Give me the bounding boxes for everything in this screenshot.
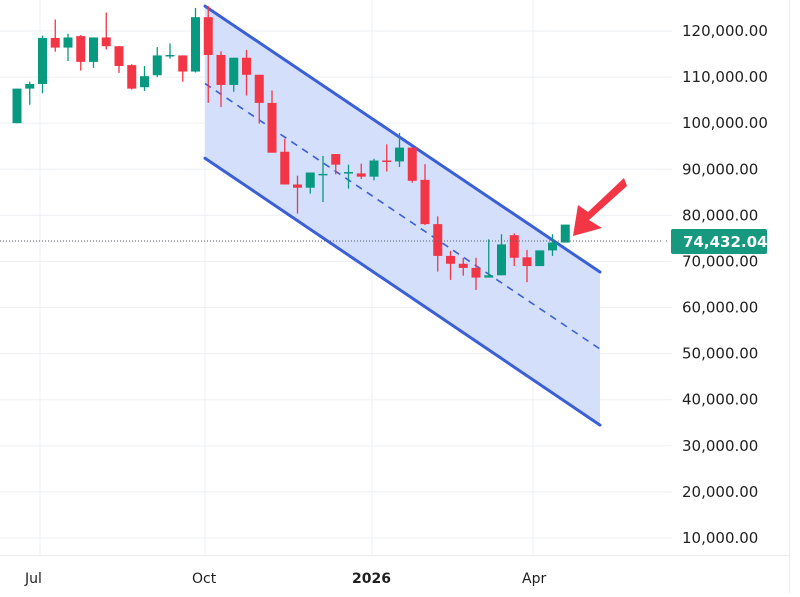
candle xyxy=(12,88,22,124)
price-axis-label: 110,000.00 xyxy=(682,68,768,86)
price-axis-label: 50,000.00 xyxy=(682,345,758,363)
candle xyxy=(242,49,251,96)
candle xyxy=(203,6,213,103)
time-axis[interactable]: Jul Oct 2026 Apr xyxy=(24,571,546,587)
candle xyxy=(25,81,35,105)
candle xyxy=(191,7,200,73)
candle xyxy=(356,163,366,179)
candle xyxy=(254,74,264,124)
candle xyxy=(458,257,468,276)
candle xyxy=(229,57,239,92)
candle xyxy=(560,224,570,243)
candle xyxy=(484,239,494,278)
current-price-label: 74,432.04 xyxy=(683,233,767,251)
price-axis-label: 10,000.00 xyxy=(682,529,758,547)
candle xyxy=(509,233,519,267)
candles xyxy=(12,6,570,291)
candle xyxy=(216,51,226,108)
candle xyxy=(369,158,379,181)
red-arrow-icon xyxy=(573,178,627,236)
candle xyxy=(63,33,73,61)
price-axis-label: 90,000.00 xyxy=(682,160,758,178)
candle xyxy=(305,172,315,194)
price-axis-label: 80,000.00 xyxy=(682,206,758,224)
candle xyxy=(382,144,392,172)
candle xyxy=(522,249,532,283)
channel-upper-line[interactable] xyxy=(203,4,602,274)
time-axis-label: Apr xyxy=(522,571,546,587)
candle xyxy=(318,155,328,202)
candle xyxy=(293,175,302,214)
candle xyxy=(152,47,162,78)
time-axis-border xyxy=(0,555,789,556)
time-axis-label: Oct xyxy=(192,571,217,587)
time-axis-label: 2026 xyxy=(352,571,391,587)
candle xyxy=(140,66,149,91)
current-price-tag[interactable]: 74,432.04 xyxy=(671,229,767,255)
price-axis-label: 40,000.00 xyxy=(682,391,758,409)
candle xyxy=(446,250,455,280)
candle xyxy=(165,43,175,59)
candle xyxy=(76,35,86,71)
price-axis-label: 30,000.00 xyxy=(682,437,758,455)
right-edge-border xyxy=(789,0,790,593)
price-axis[interactable]: 120,000.00 110,000.00 100,000.00 90,000.00 8… xyxy=(663,22,768,547)
arrow-annotation-icon xyxy=(573,178,627,236)
candle xyxy=(471,257,481,291)
price-axis-label: 60,000.00 xyxy=(682,299,758,317)
candle xyxy=(280,138,290,185)
candle xyxy=(127,64,137,90)
price-axis-label: 120,000.00 xyxy=(682,22,768,40)
descending-channel[interactable] xyxy=(203,4,602,427)
candle xyxy=(344,164,353,189)
time-axis-label: Jul xyxy=(24,571,42,587)
candle xyxy=(38,35,47,94)
channel-lower-line[interactable] xyxy=(203,156,602,427)
candle xyxy=(535,250,545,267)
candle xyxy=(178,55,188,82)
price-axis-divider xyxy=(663,0,664,593)
candle xyxy=(420,164,430,226)
candle xyxy=(89,37,98,68)
candle xyxy=(407,147,417,183)
candle xyxy=(548,234,557,256)
price-axis-label: 70,000.00 xyxy=(682,252,758,270)
candle xyxy=(101,12,111,50)
candle xyxy=(433,216,443,272)
candle xyxy=(267,90,277,153)
candle xyxy=(114,46,124,73)
candle xyxy=(331,154,341,175)
price-axis-label: 20,000.00 xyxy=(682,483,758,501)
candle xyxy=(50,19,60,52)
candle xyxy=(395,132,404,167)
price-axis-label: 100,000.00 xyxy=(682,114,768,132)
